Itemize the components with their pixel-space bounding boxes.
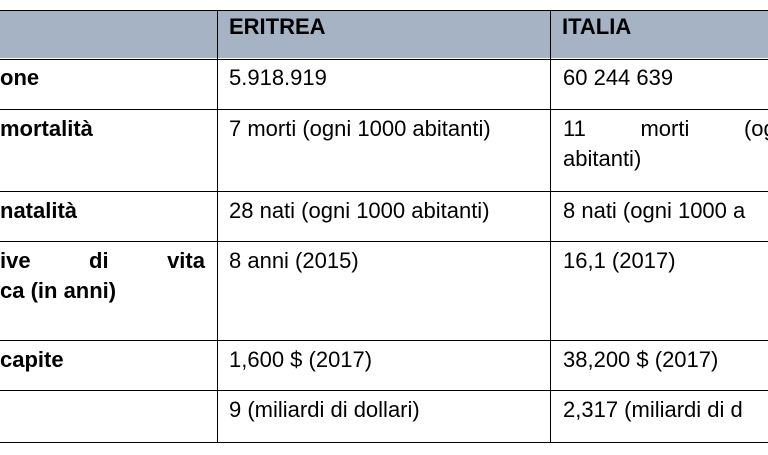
eritrea-pil-pro-capite: 1,600 $ (2017) xyxy=(229,347,373,372)
italia-aspettative-vita: 16,1 (2017) xyxy=(563,248,676,273)
italia-natalita: 8 nati (ogni 1000 a xyxy=(563,198,746,223)
eritrea-mortalita: 7 morti (ogni 1000 abitanti) xyxy=(229,116,491,141)
table-border-top xyxy=(0,10,768,11)
header-cell-eritrea: ERITREA xyxy=(218,10,550,58)
header-italia-label: ITALIA xyxy=(562,14,632,39)
eritrea-natalita: 28 nati (ogni 1000 abitanti) xyxy=(229,198,490,223)
row-divider xyxy=(0,191,768,192)
eritrea-popolazione: 5.918.919 xyxy=(229,65,327,90)
italia-pil-pro-capite: 38,200 $ (2017) xyxy=(563,347,719,372)
header-eritrea-label: ERITREA xyxy=(229,14,326,39)
row-divider xyxy=(0,241,768,242)
row-label-pil-pro-capite: capite xyxy=(0,347,64,372)
eritrea-aspettative-vita: 8 anni (2015) xyxy=(229,248,359,273)
italia-mortalita: 11 morti (ogn abitanti) xyxy=(563,116,768,171)
row-label-natalita: natalità xyxy=(0,198,78,223)
column-divider xyxy=(550,10,551,443)
row-divider xyxy=(0,340,768,341)
row-label-aspettative-vita: ive di vita ca (in anni) xyxy=(0,248,205,303)
header-cell-italia: ITALIA xyxy=(551,10,768,58)
row-divider xyxy=(0,109,768,110)
eritrea-pil: 9 (miliardi di dollari) xyxy=(229,397,420,422)
italia-pil: 2,317 (miliardi di d xyxy=(563,397,743,422)
row-divider xyxy=(0,59,768,60)
row-label-popolazione: one xyxy=(0,65,40,90)
row-divider xyxy=(0,390,768,391)
column-divider xyxy=(217,10,218,443)
table-border-bottom xyxy=(0,442,768,443)
row-label-mortalita: mortalità xyxy=(0,116,93,141)
italia-popolazione: 60 244 639 xyxy=(563,65,674,90)
header-cell-label xyxy=(0,10,217,58)
